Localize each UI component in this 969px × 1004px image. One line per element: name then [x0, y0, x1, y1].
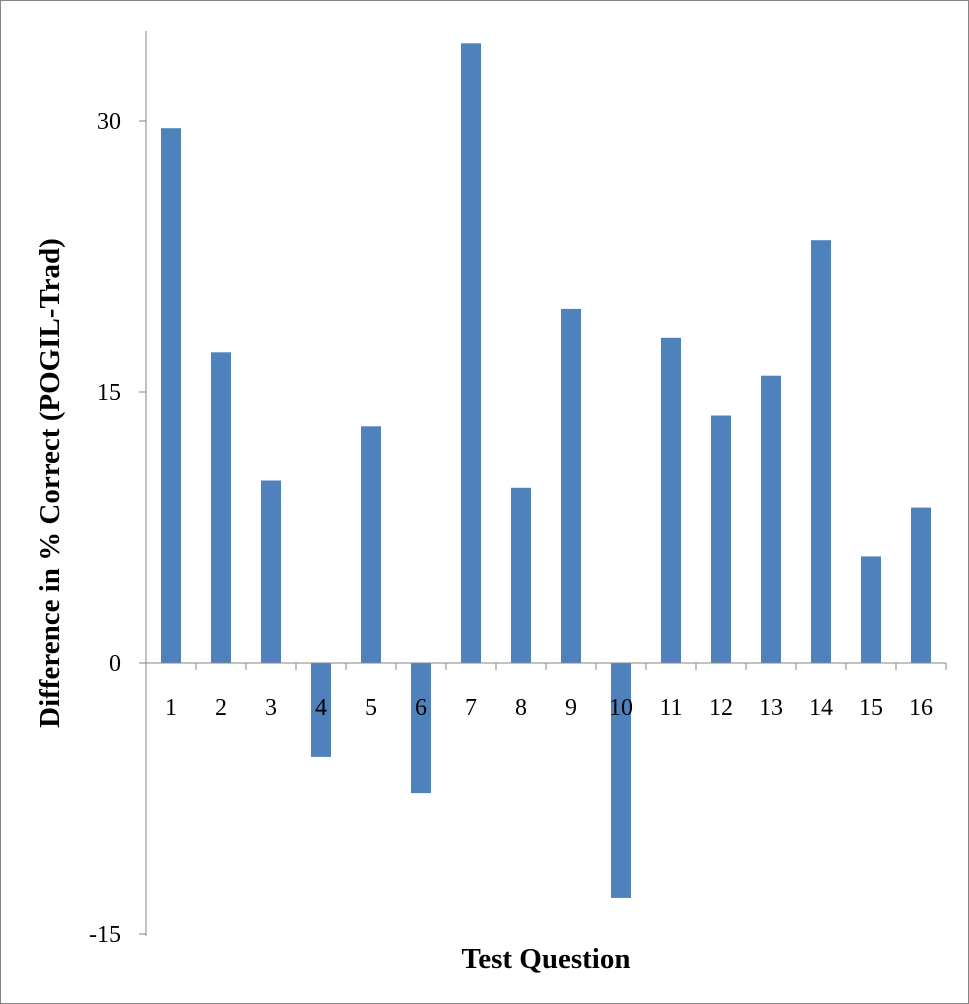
x-tick-label: 7 — [465, 695, 477, 721]
bar-question-9 — [561, 308, 581, 663]
bar-question-7 — [461, 43, 481, 664]
bar-question-10 — [611, 663, 631, 898]
bar-question-15 — [861, 556, 881, 663]
x-tick-label: 10 — [609, 695, 633, 721]
x-tick-label: 8 — [515, 695, 527, 721]
x-axis-title: Test Question — [462, 943, 631, 975]
bar-question-14 — [811, 240, 831, 663]
x-tick-label: 11 — [659, 695, 682, 721]
x-ticks-group: 1 2 3 4 5 6 7 8 9 10 11 12 13 14 15 16 — [145, 663, 947, 721]
bar-question-16 — [911, 507, 931, 663]
x-tick-label: 5 — [365, 695, 377, 721]
bar-question-13 — [761, 375, 781, 663]
x-tick-label: 12 — [709, 695, 733, 721]
y-tick-label: -15 — [89, 922, 121, 948]
y-axis-title: Difference in % Correct (POGIL-Trad) — [34, 238, 66, 728]
bar-question-6 — [411, 663, 431, 794]
x-tick-label: 4 — [315, 695, 327, 721]
x-tick-label: 13 — [759, 695, 783, 721]
x-tick-label: 2 — [215, 695, 227, 721]
bar-question-8 — [511, 487, 531, 663]
x-tick-label: 9 — [565, 695, 577, 721]
x-tick-label: 6 — [415, 695, 427, 721]
bar-question-5 — [361, 426, 381, 663]
x-tick-label: 3 — [265, 695, 277, 721]
bars-group — [161, 43, 931, 898]
x-tick-label: 14 — [809, 695, 833, 721]
x-tick-label: 15 — [859, 695, 883, 721]
bar-question-11 — [661, 337, 681, 663]
bar-question-2 — [211, 352, 231, 663]
bar-question-1 — [161, 128, 181, 663]
y-tick-label: 0 — [109, 651, 121, 677]
x-tick-label: 1 — [165, 695, 177, 721]
y-tick-label: 15 — [97, 380, 121, 406]
x-tick-label: 16 — [909, 695, 933, 721]
bar-question-12 — [711, 415, 731, 663]
y-tick-label: 30 — [97, 109, 121, 135]
y-ticks-group: -15 0 15 30 — [89, 109, 146, 948]
bar-question-3 — [261, 480, 281, 663]
bar-question-4 — [311, 663, 331, 757]
